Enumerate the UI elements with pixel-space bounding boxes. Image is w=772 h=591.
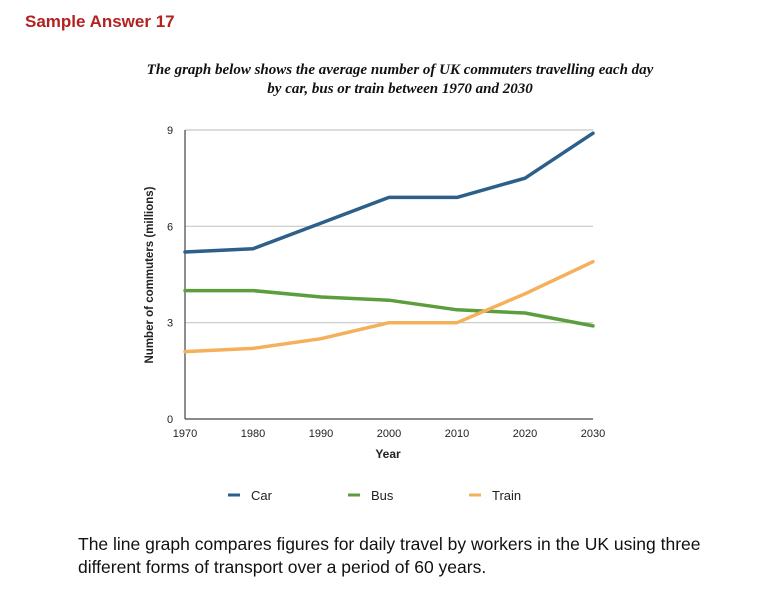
caption-line-1: The line graph compares figures for dail… (78, 534, 701, 554)
page-heading: Sample Answer 17 (25, 12, 175, 31)
y-tick-label: 0 (167, 414, 173, 426)
x-tick-label: 2030 (581, 428, 605, 440)
y-tick-label: 6 (167, 221, 173, 233)
x-tick-label: 1970 (173, 428, 197, 440)
caption-line-2: different forms of transport over a peri… (78, 557, 487, 577)
series-lines (183, 131, 595, 354)
chart-title-line-1: The graph below shows the average number… (146, 62, 654, 78)
x-tick-label: 1980 (241, 428, 265, 440)
chart-title: The graph below shows the average number… (80, 61, 720, 99)
y-axis-label: Number of commuters (millions) (144, 186, 156, 363)
x-tick-label: 2000 (377, 428, 401, 440)
x-axis-label: Year (375, 447, 401, 461)
chart-title-line-2: by car, bus or train between 1970 and 20… (267, 81, 533, 97)
x-tick-label: 2020 (513, 428, 537, 440)
series-line-bus (183, 288, 595, 328)
series-line-train (183, 259, 595, 354)
legend-label-car: Car (251, 488, 273, 503)
legend: Car Bus Train (228, 488, 521, 503)
y-tick-label: 9 (167, 125, 173, 137)
legend-label-bus: Bus (371, 488, 394, 503)
gridlines (185, 129, 593, 324)
x-tick-labels: 1970 1980 1990 2000 2010 2020 2030 (173, 428, 605, 440)
x-tick-label: 1990 (309, 428, 333, 440)
y-tick-labels: 0 3 6 9 (167, 125, 173, 426)
caption: The line graph compares figures for dail… (78, 533, 758, 579)
series-line-car (183, 131, 595, 254)
x-tick-label: 2010 (445, 428, 469, 440)
y-tick-label: 3 (167, 318, 173, 330)
legend-label-train: Train (492, 488, 521, 503)
